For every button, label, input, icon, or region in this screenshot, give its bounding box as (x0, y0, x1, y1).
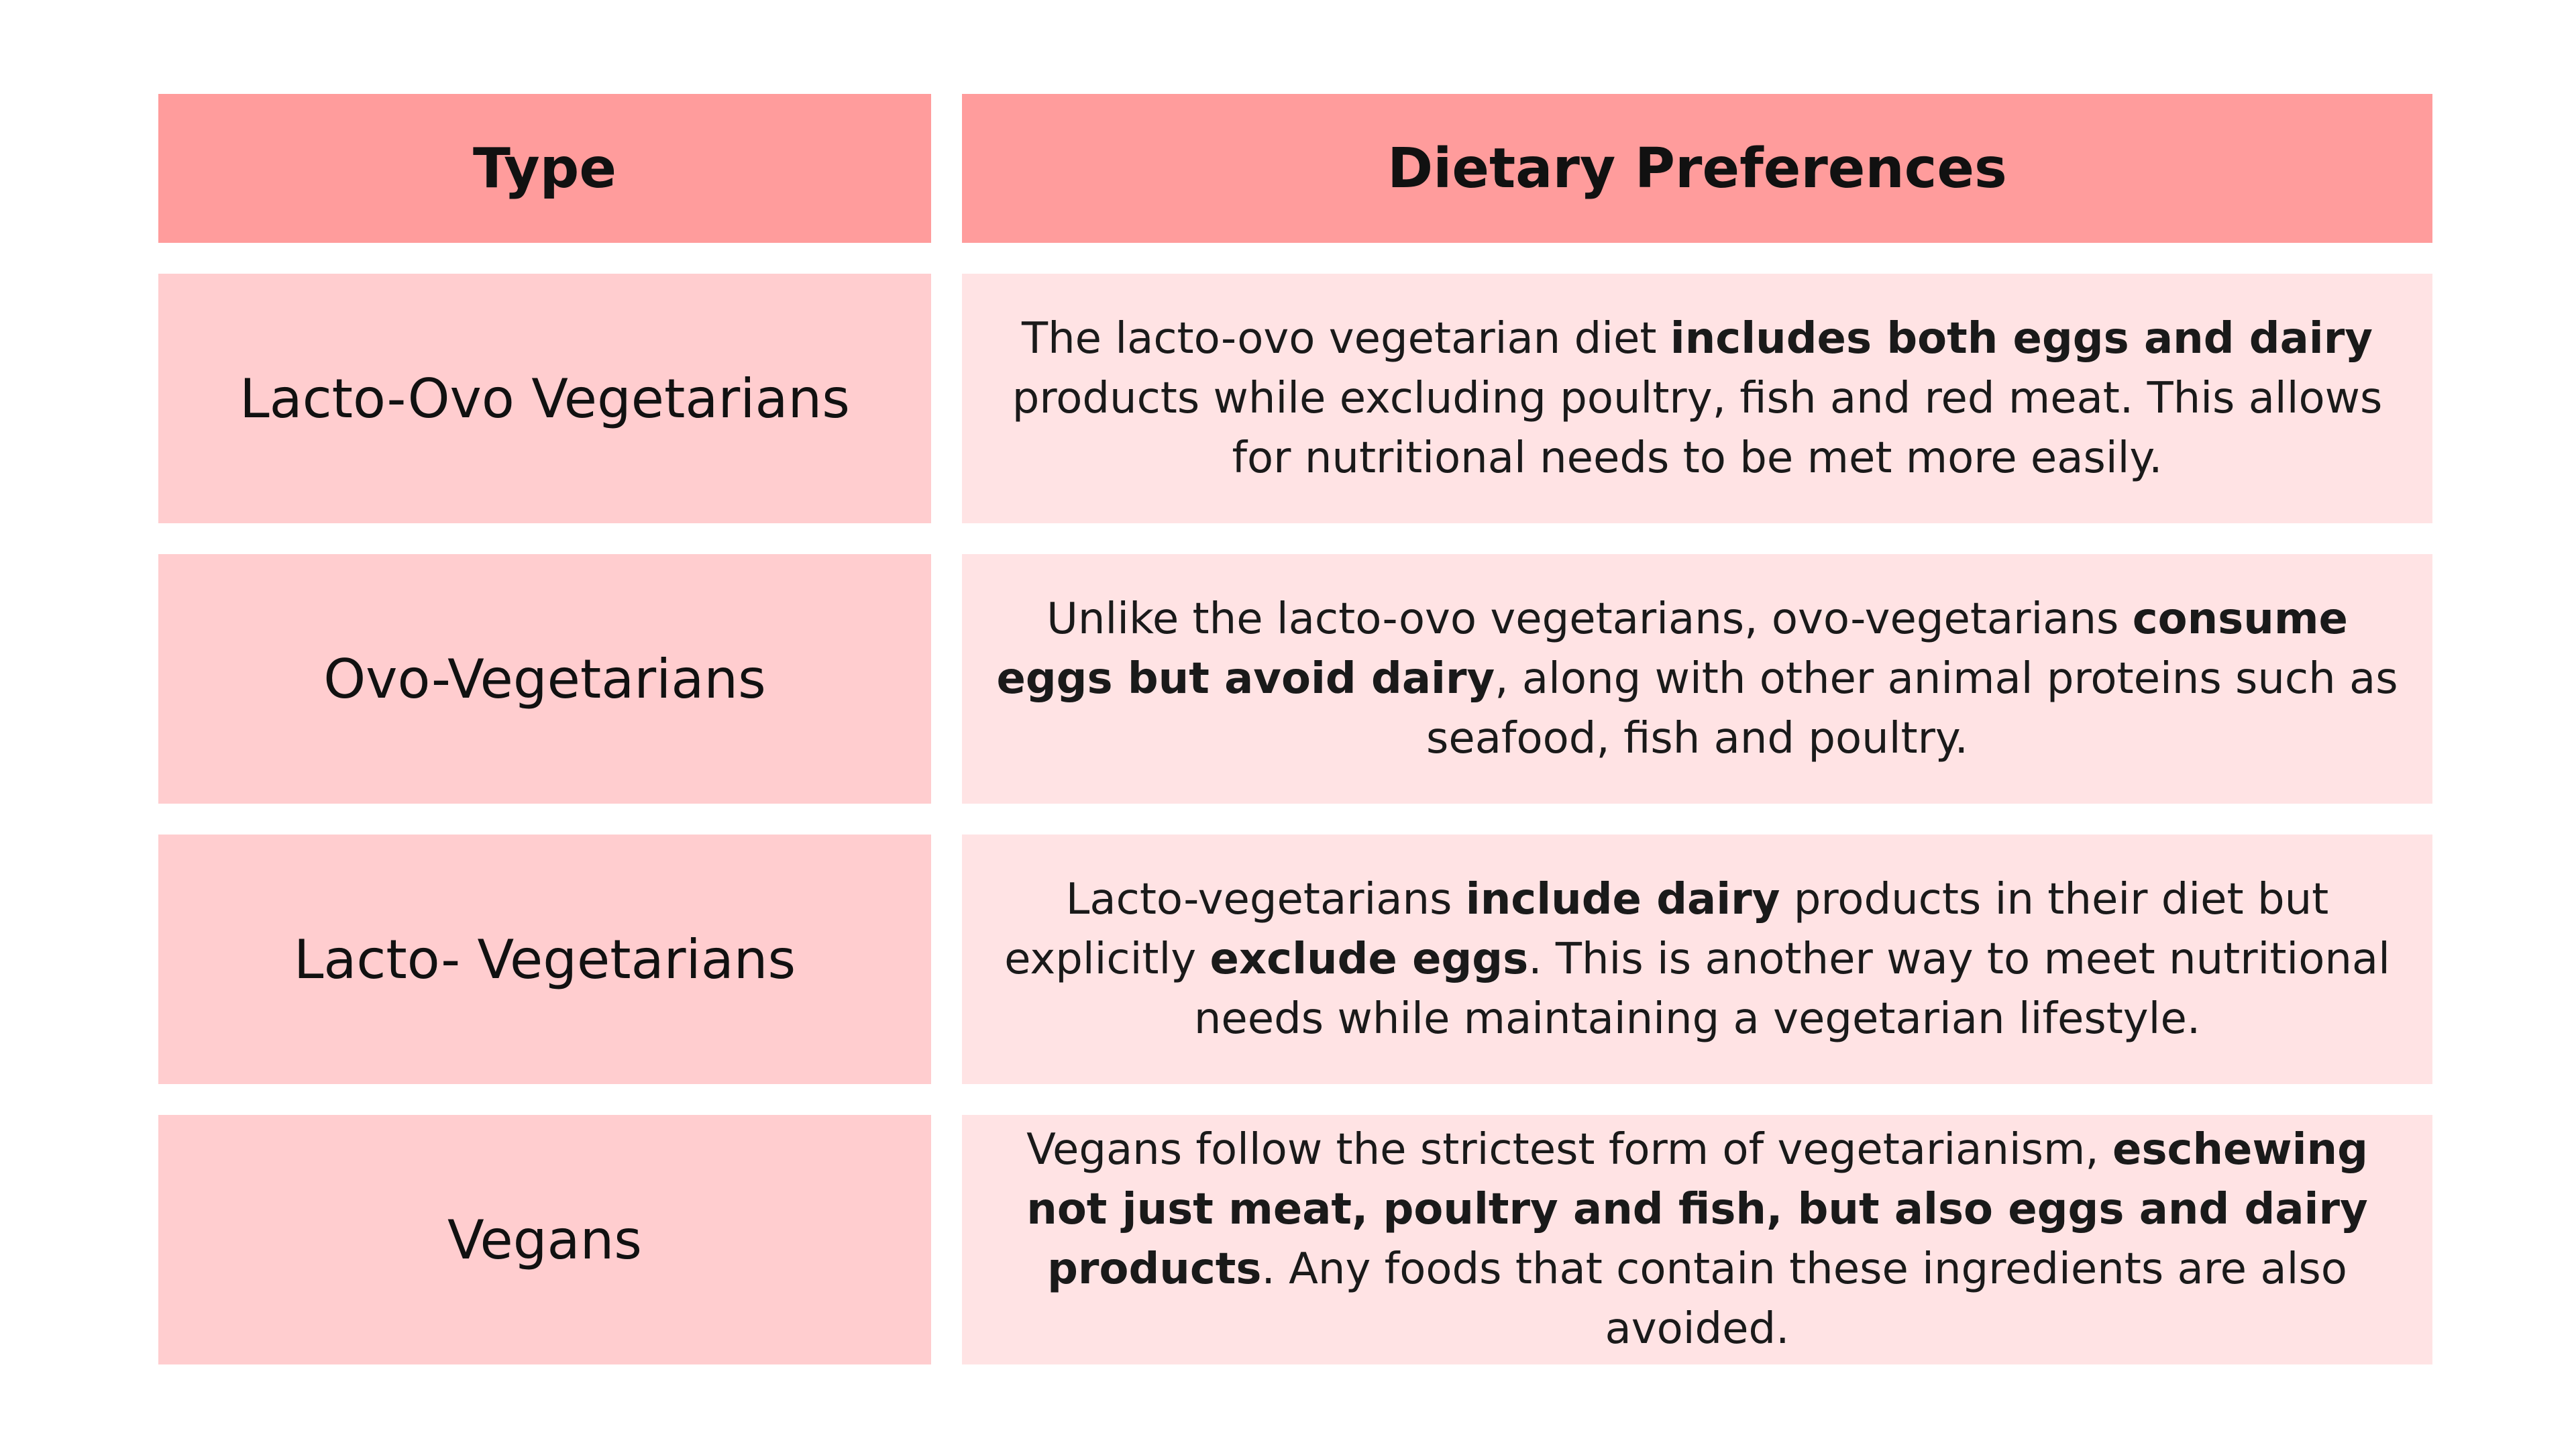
preference-text-bold: includes both eggs and dairy (1670, 313, 2373, 364)
preference-text-bold: include dairy (1465, 874, 1780, 924)
preference-cell: Unlike the lacto-ovo vegetarians, ovo-ve… (962, 554, 2432, 804)
type-label: Lacto-Ovo Vegetarians (239, 367, 850, 430)
preference-text-bold: eschewing not just meat, poultry and fis… (1026, 1125, 2368, 1294)
type-cell: Ovo-Vegetarians (158, 554, 931, 804)
preference-text-bold: consume eggs but avoid dairy (996, 594, 2348, 704)
table-row: Ovo-Vegetarians Unlike the lacto-ovo veg… (158, 554, 2432, 804)
type-cell: Lacto-Ovo Vegetarians (158, 274, 931, 523)
preference-cell: Vegans follow the strictest form of vege… (962, 1115, 2432, 1364)
preference-cell: The lacto-ovo vegetarian diet includes b… (962, 274, 2432, 523)
preference-text: Vegans follow the strictest form of vege… (996, 1120, 2399, 1359)
preference-text-part: Lacto-vegetarians (1065, 874, 1466, 924)
header-preferences: Dietary Preferences (962, 94, 2432, 243)
table-row: Lacto-Ovo Vegetarians The lacto-ovo vege… (158, 274, 2432, 523)
table-row: Lacto- Vegetarians Lacto-vegetarians inc… (158, 835, 2432, 1084)
header-type-label: Type (473, 136, 616, 201)
preference-text-part: Unlike the lacto-ovo vegetarians, ovo-ve… (1046, 594, 2133, 644)
type-cell: Lacto- Vegetarians (158, 835, 931, 1084)
preference-text-part: The lacto-ovo vegetarian diet (1021, 313, 1670, 364)
preference-cell: Lacto-vegetarians include dairy products… (962, 835, 2432, 1084)
preference-text-part: . Any foods that contain these ingredien… (1261, 1244, 2347, 1354)
table-header-row: Type Dietary Preferences (158, 94, 2432, 243)
preference-text-bold: exclude eggs (1210, 934, 1529, 984)
preference-text: The lacto-ovo vegetarian diet includes b… (996, 309, 2399, 488)
type-label: Lacto- Vegetarians (293, 928, 796, 991)
diet-types-table: Type Dietary Preferences Lacto-Ovo Veget… (158, 94, 2432, 1395)
type-label: Ovo-Vegetarians (323, 647, 766, 710)
type-cell: Vegans (158, 1115, 931, 1364)
table-row: Vegans Vegans follow the strictest form … (158, 1115, 2432, 1364)
preference-text-part: Vegans follow the strictest form of vege… (1026, 1125, 2113, 1175)
type-label: Vegans (447, 1208, 642, 1271)
preference-text-part: , along with other animal proteins such … (1426, 653, 2398, 763)
preference-text-part: products in their diet but explicitly (1004, 874, 2329, 984)
preference-text-part: . This is another way to meet nutritiona… (1193, 934, 2390, 1044)
header-preferences-label: Dietary Preferences (1387, 136, 2007, 201)
header-type: Type (158, 94, 931, 243)
preference-text: Lacto-vegetarians include dairy products… (996, 870, 2399, 1049)
preference-text: Unlike the lacto-ovo vegetarians, ovo-ve… (996, 590, 2399, 769)
preference-text-part: products while excluding poultry, fish a… (1012, 373, 2383, 483)
